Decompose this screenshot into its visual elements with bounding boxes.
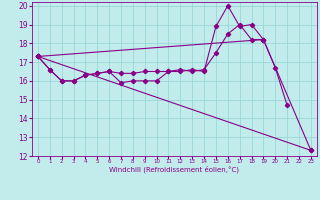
X-axis label: Windchill (Refroidissement éolien,°C): Windchill (Refroidissement éolien,°C)	[109, 166, 239, 173]
